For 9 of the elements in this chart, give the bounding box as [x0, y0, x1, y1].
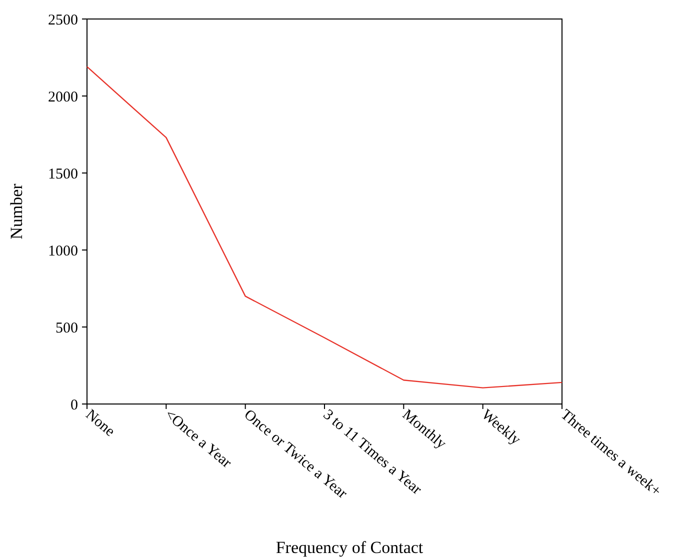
y-tick-label: 1500	[48, 166, 78, 182]
y-tick-label: 1000	[48, 243, 78, 260]
line-series	[86, 66, 563, 388]
y-tick-label: 0	[70, 397, 78, 414]
x-axis-title: Frequency of Contact	[276, 538, 424, 557]
y-tick-label: 2000	[48, 89, 78, 106]
y-tick-label: 2500	[48, 12, 78, 28]
y-axis-title: Number	[7, 183, 26, 240]
y-tick-label: 500	[56, 320, 78, 336]
